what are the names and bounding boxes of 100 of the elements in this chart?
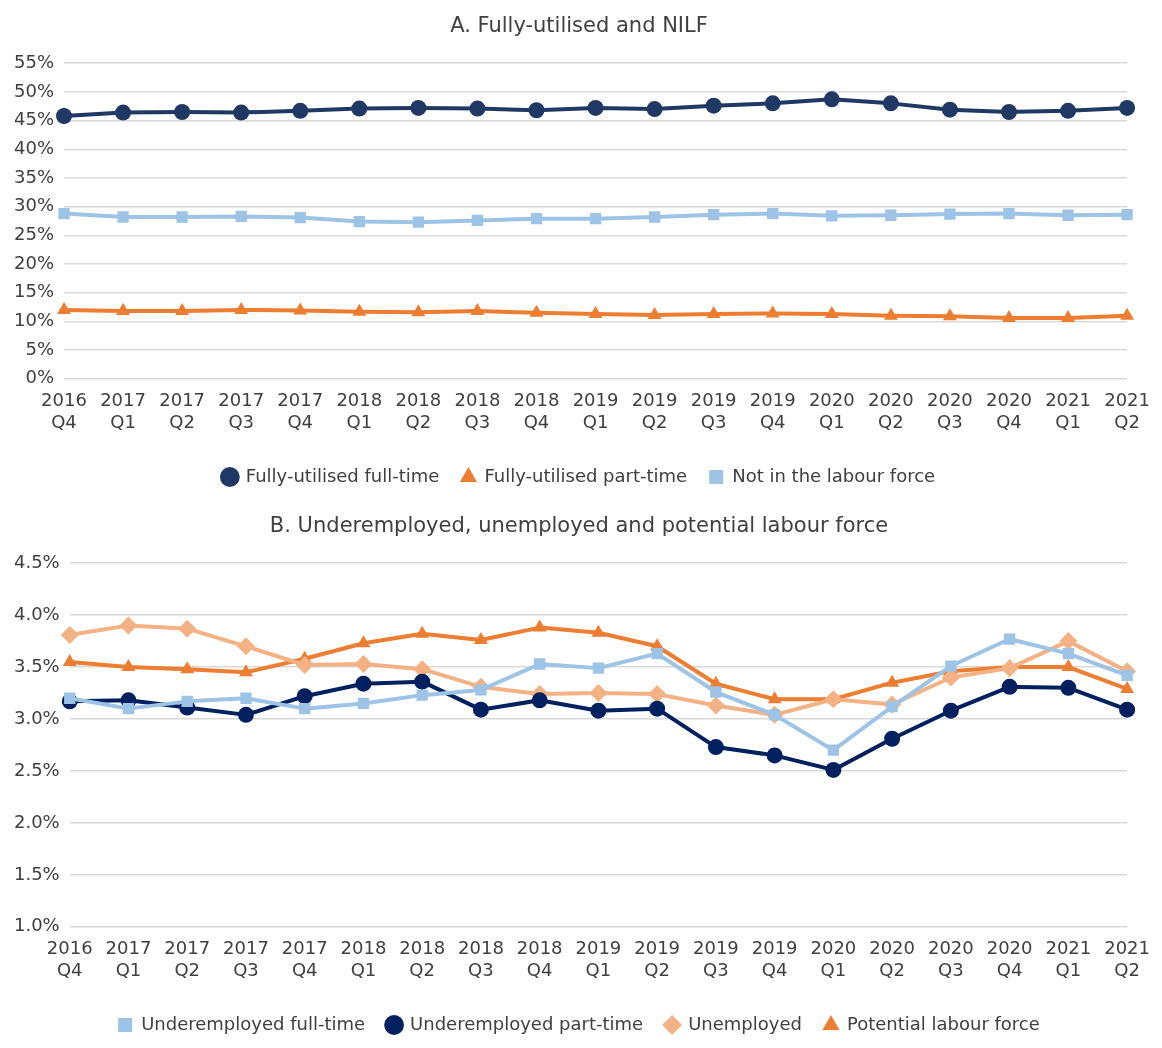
point bbox=[470, 303, 485, 316]
x-tick-label: 2017 Q4 bbox=[277, 389, 324, 432]
y-tick-label: 3.5% bbox=[14, 654, 60, 676]
y-tick-label: 1.0% bbox=[14, 914, 60, 936]
point bbox=[174, 103, 191, 120]
point bbox=[469, 100, 486, 117]
point bbox=[116, 303, 130, 316]
point bbox=[60, 625, 79, 644]
x-tick-label: 2019 Q2 bbox=[631, 389, 678, 432]
y-tick-label: 25% bbox=[13, 223, 55, 245]
y-tick-label: 2.0% bbox=[14, 810, 60, 832]
point bbox=[825, 761, 842, 778]
x-tick-label: 2017 Q4 bbox=[281, 937, 328, 980]
y-tick-label: 4.5% bbox=[14, 550, 60, 572]
point bbox=[532, 619, 547, 632]
point bbox=[824, 305, 839, 318]
point bbox=[1003, 633, 1016, 645]
point bbox=[707, 739, 724, 756]
point bbox=[1001, 678, 1018, 695]
point bbox=[884, 730, 901, 747]
x-tick-label: 2020 Q1 bbox=[808, 389, 855, 432]
point bbox=[1062, 209, 1074, 221]
point bbox=[233, 104, 250, 121]
point bbox=[1000, 659, 1019, 678]
point bbox=[115, 104, 132, 121]
point bbox=[180, 661, 195, 674]
point bbox=[587, 99, 604, 116]
legend-label: Unemployed bbox=[688, 1012, 802, 1034]
x-tick-label: 2019 Q2 bbox=[634, 937, 681, 980]
point bbox=[529, 304, 544, 317]
x-tick-label: 2018 Q4 bbox=[513, 389, 560, 432]
point bbox=[56, 107, 73, 124]
x-tick-label: 2021 Q2 bbox=[1104, 389, 1150, 432]
x-tick-label: 2018 Q2 bbox=[395, 389, 442, 432]
point bbox=[121, 659, 136, 672]
point bbox=[531, 692, 548, 709]
point bbox=[416, 689, 428, 701]
point bbox=[885, 674, 900, 687]
x-tick-label: 2018 Q2 bbox=[399, 937, 446, 980]
x-tick-label: 2018 Q1 bbox=[336, 389, 383, 432]
point bbox=[826, 210, 838, 222]
point bbox=[1003, 207, 1015, 220]
y-tick-label: 40% bbox=[13, 136, 55, 158]
point bbox=[176, 211, 188, 223]
point bbox=[590, 702, 607, 719]
point bbox=[764, 95, 781, 112]
point bbox=[415, 625, 430, 638]
point bbox=[942, 702, 959, 719]
point bbox=[239, 664, 253, 677]
chart-title: A. Fully-utilised and NILF bbox=[450, 13, 708, 38]
point bbox=[767, 207, 779, 220]
point bbox=[706, 696, 725, 715]
x-tick-label: 2018 Q3 bbox=[458, 937, 504, 980]
point bbox=[355, 675, 372, 692]
y-tick-label: 10% bbox=[13, 309, 55, 331]
point bbox=[357, 697, 370, 710]
x-tick-label: 2017 Q1 bbox=[100, 389, 146, 432]
point bbox=[765, 305, 780, 318]
point bbox=[767, 691, 782, 704]
point bbox=[591, 624, 606, 637]
x-tick-label: 2020 Q3 bbox=[927, 937, 974, 980]
point bbox=[178, 619, 197, 638]
point bbox=[295, 656, 314, 675]
y-tick-label: 1.5% bbox=[14, 862, 60, 884]
point bbox=[292, 102, 309, 119]
point bbox=[414, 673, 431, 690]
point bbox=[1120, 307, 1135, 320]
x-tick-label: 2020 Q1 bbox=[810, 937, 857, 980]
x-tick-label: 2020 Q4 bbox=[986, 937, 1033, 980]
x-tick-label: 2017 Q3 bbox=[218, 389, 265, 432]
x-tick-label: 2016 Q4 bbox=[46, 937, 93, 980]
point bbox=[293, 302, 308, 315]
point bbox=[236, 637, 255, 656]
point bbox=[240, 692, 252, 704]
point bbox=[646, 101, 663, 118]
point bbox=[62, 653, 77, 666]
point bbox=[528, 102, 545, 119]
point bbox=[356, 635, 371, 648]
x-tick-label: 2018 Q4 bbox=[516, 937, 563, 980]
y-tick-label: 30% bbox=[13, 194, 55, 216]
point bbox=[766, 747, 783, 764]
x-tick-label: 2021 Q1 bbox=[1045, 937, 1092, 980]
point bbox=[827, 744, 840, 756]
x-tick-label: 2020 Q2 bbox=[869, 937, 916, 980]
x-tick-label: 2019 Q3 bbox=[690, 389, 737, 432]
legend-label: Underemployed part-time bbox=[410, 1012, 644, 1034]
point bbox=[710, 686, 722, 698]
point bbox=[352, 303, 367, 316]
y-tick-label: 15% bbox=[13, 280, 55, 302]
point bbox=[471, 214, 484, 227]
point bbox=[1002, 309, 1016, 322]
point bbox=[1121, 209, 1133, 221]
point bbox=[412, 216, 425, 228]
y-tick-label: 5% bbox=[25, 337, 55, 359]
x-tick-label: 2020 Q4 bbox=[986, 389, 1032, 432]
x-tick-label: 2016 Q4 bbox=[41, 389, 87, 432]
x-tick-label: 2019 Q1 bbox=[572, 389, 619, 432]
x-tick-label: 2019 Q3 bbox=[692, 937, 739, 980]
y-tick-label: 45% bbox=[13, 108, 55, 130]
point bbox=[472, 701, 489, 718]
